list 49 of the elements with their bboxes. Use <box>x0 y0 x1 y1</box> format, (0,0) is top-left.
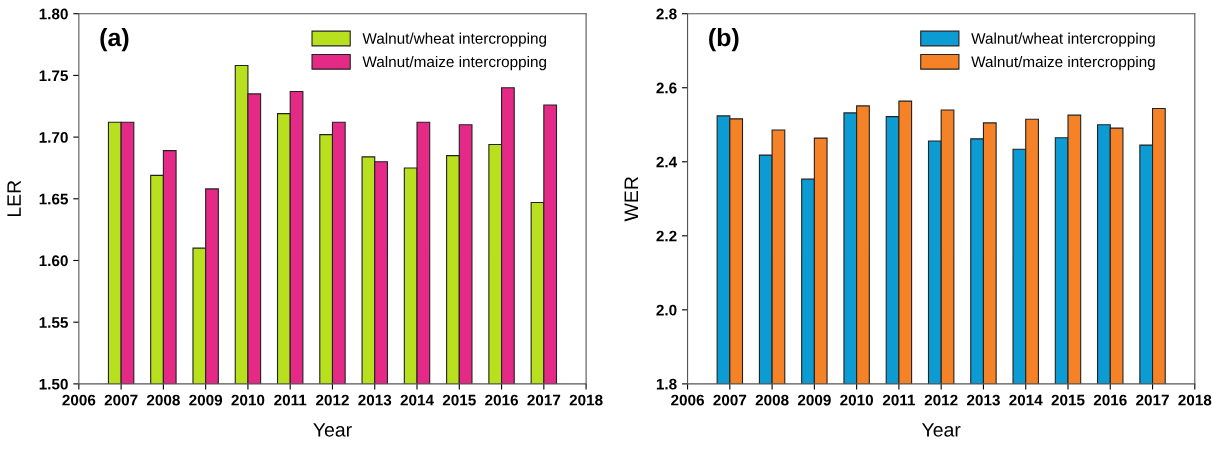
y-tick-label: 2.0 <box>656 304 677 316</box>
x-tick-label: 2012 <box>924 394 958 406</box>
x-tick-label: 2007 <box>713 394 747 406</box>
x-tick-label: 2009 <box>189 394 223 406</box>
legend-label: Walnut/wheat intercropping <box>971 32 1155 47</box>
y-tick-label: 1.70 <box>39 131 68 143</box>
x-tick-label: 2008 <box>755 394 789 406</box>
y-tick-label: 2.8 <box>656 8 677 20</box>
x-tick-label: 2018 <box>1178 394 1212 406</box>
x-tick-label: 2017 <box>527 394 561 406</box>
y-tick-label: 2.4 <box>656 156 678 168</box>
y-tick-label: 1.55 <box>39 317 69 328</box>
y-tick-label: 1.65 <box>39 193 69 205</box>
y-axis-title: LER <box>7 180 21 217</box>
y-tick-label: 1.80 <box>39 8 68 20</box>
x-tick-label: 2018 <box>569 394 603 406</box>
y-tick-label: 2.2 <box>656 230 677 242</box>
x-tick-label: 2011 <box>274 394 307 406</box>
x-tick-label: 2010 <box>231 394 265 406</box>
x-tick-label: 2010 <box>840 394 873 406</box>
x-tick-label: 2016 <box>1093 394 1127 406</box>
x-axis-title: Year <box>921 423 961 437</box>
x-tick-label: 2012 <box>316 394 349 406</box>
y-tick-label: 1.8 <box>656 378 677 390</box>
x-tick-label: 2011 <box>882 394 916 406</box>
legend-label: Walnut/wheat intercropping <box>362 32 547 47</box>
x-tick-label: 2007 <box>104 394 138 406</box>
x-tick-label: 2014 <box>400 394 434 406</box>
y-tick-label: 1.50 <box>39 378 68 390</box>
x-tick-label: 2015 <box>1051 394 1085 406</box>
x-tick-label: 2006 <box>671 394 704 406</box>
x-tick-label: 2013 <box>358 394 392 406</box>
y-tick-label: 2.6 <box>656 82 677 94</box>
x-tick-label: 2017 <box>1136 394 1169 406</box>
x-tick-label: 2006 <box>62 394 96 406</box>
x-tick-label: 2015 <box>442 394 476 406</box>
y-tick-label: 1.75 <box>39 70 69 82</box>
annotation: (b) <box>709 27 739 52</box>
x-tick-label: 2014 <box>1009 394 1043 406</box>
x-tick-label: 2008 <box>146 394 180 406</box>
x-tick-label: 2013 <box>966 394 1000 406</box>
legend-label: Walnut/maize intercropping <box>362 55 546 71</box>
y-axis-title: WER <box>624 177 638 222</box>
x-tick-label: 2016 <box>485 394 518 406</box>
x-tick-label: 2009 <box>797 394 831 406</box>
annotation: (a) <box>100 27 129 52</box>
legend-label: Walnut/maize intercropping <box>971 55 1155 71</box>
y-tick-label: 1.60 <box>39 255 68 267</box>
x-axis-title: Year <box>313 423 352 437</box>
